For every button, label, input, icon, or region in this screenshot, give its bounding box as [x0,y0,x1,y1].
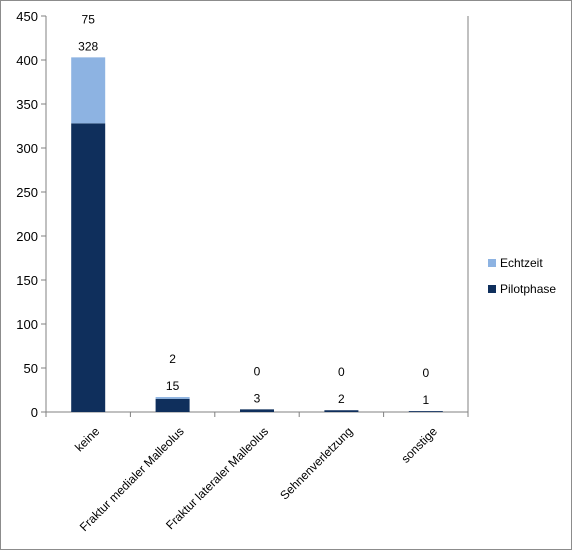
data-label-echtzeit: 2 [169,352,176,366]
y-tick-label: 450 [16,9,38,24]
bar-pilotphase [155,398,190,412]
y-tick-label: 0 [31,405,38,420]
y-tick-label: 150 [16,273,38,288]
x-category-label: keine [72,424,102,454]
y-tick-label: 350 [16,97,38,112]
data-label-pilotphase: 1 [422,393,429,407]
data-label-echtzeit: 75 [82,12,96,26]
legend-label-pilotphase: Pilotphase [500,282,556,296]
data-label-pilotphase: 2 [338,392,345,406]
y-tick-label: 50 [24,361,38,376]
y-tick-label: 250 [16,185,38,200]
bar-pilotphase [324,410,359,412]
y-tick-label: 400 [16,53,38,68]
x-category-label: sonstige [398,424,440,466]
bar-pilotphase [240,409,274,412]
data-label-pilotphase: 328 [78,39,98,53]
data-label-pilotphase: 15 [166,379,180,393]
bars [71,57,443,413]
y-tick-label: 300 [16,141,38,156]
legend-label-echtzeit: Echtzeit [500,256,543,270]
bar-echtzeit [71,57,106,124]
data-label-echtzeit: 0 [254,364,261,378]
legend-swatch-pilotphase [488,285,496,293]
data-label-echtzeit: 0 [338,365,345,379]
legend: Echtzeit Pilotphase [488,256,556,296]
bar-pilotphase [408,411,443,412]
data-label-pilotphase: 3 [254,391,261,405]
bar-echtzeit [155,397,190,399]
y-tick-label: 200 [16,229,38,244]
y-tick-label: 100 [16,317,38,332]
data-label-echtzeit: 0 [422,366,429,380]
bar-pilotphase [71,123,106,413]
legend-swatch-echtzeit [488,259,496,267]
data-labels: 328 75 15 2 3 0 2 0 1 0 [78,12,429,407]
x-category-label: Sehnenverletzung [277,424,355,502]
